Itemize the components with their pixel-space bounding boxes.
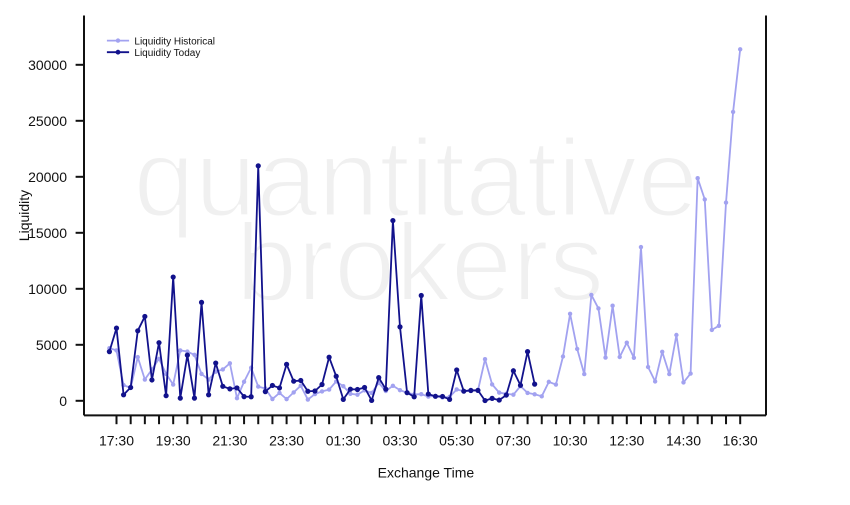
svg-text:30000: 30000	[28, 57, 67, 73]
svg-text:Exchange Time: Exchange Time	[378, 465, 475, 481]
svg-text:Liquidity Historical: Liquidity Historical	[134, 36, 215, 47]
svg-text:01:30: 01:30	[326, 433, 361, 449]
svg-text:16:30: 16:30	[723, 433, 758, 449]
svg-text:14:30: 14:30	[666, 433, 701, 449]
svg-text:0: 0	[59, 393, 67, 409]
svg-text:5000: 5000	[36, 337, 67, 353]
svg-text:03:30: 03:30	[382, 433, 417, 449]
svg-text:10:30: 10:30	[553, 433, 588, 449]
svg-text:15000: 15000	[28, 225, 67, 241]
svg-text:quantitative: quantitative	[133, 117, 698, 240]
svg-text:10000: 10000	[28, 281, 67, 297]
svg-text:23:30: 23:30	[269, 433, 304, 449]
svg-text:quantitative: quantitative	[133, 117, 698, 240]
svg-text:25000: 25000	[28, 113, 67, 129]
svg-text:21:30: 21:30	[212, 433, 247, 449]
svg-text:Liquidity Today: Liquidity Today	[134, 48, 200, 59]
svg-text:Liquidity: Liquidity	[16, 190, 32, 241]
svg-text:19:30: 19:30	[156, 433, 191, 449]
svg-text:20000: 20000	[28, 169, 67, 185]
svg-text:17:30: 17:30	[99, 433, 134, 449]
svg-text:12:30: 12:30	[609, 433, 644, 449]
svg-text:07:30: 07:30	[496, 433, 531, 449]
svg-text:05:30: 05:30	[439, 433, 474, 449]
